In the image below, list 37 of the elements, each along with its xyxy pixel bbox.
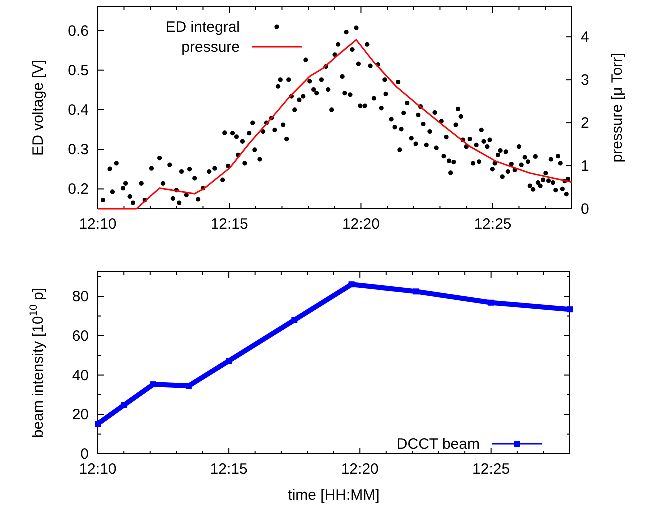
y-tick-label: 40 xyxy=(72,367,89,384)
x-tick-label: 12:15 xyxy=(210,216,248,233)
y-tick-label: 0.3 xyxy=(68,142,89,159)
x-tick-label: 12:10 xyxy=(79,216,117,233)
y-tick-label: 0.2 xyxy=(68,181,89,198)
point xyxy=(348,282,355,288)
legend-label: DCCT beam xyxy=(396,436,480,453)
y-tick-label: 0.4 xyxy=(68,102,89,119)
point xyxy=(186,383,192,390)
x-tick-label: 12:10 xyxy=(79,461,117,478)
y-tick-label: 20 xyxy=(72,406,89,424)
point xyxy=(292,317,298,324)
y2-tick-label: 3 xyxy=(581,72,590,90)
y-tick-label: 0.5 xyxy=(68,62,89,80)
x-tick-label: 12:20 xyxy=(342,216,380,233)
x-axis-title: time [HH:MM] xyxy=(288,487,380,504)
y2-tick-label: 4 xyxy=(581,29,590,46)
point xyxy=(150,382,157,388)
y2-axis-title: pressure [μ Torr] xyxy=(609,53,626,163)
y-axis-title: ED voltage [V] xyxy=(30,60,47,156)
x-tick-label: 12:20 xyxy=(341,461,379,478)
x-tick-label: 12:25 xyxy=(474,216,512,233)
y2-tick-label: 0 xyxy=(581,201,590,218)
y-tick-label: 80 xyxy=(72,288,89,306)
legend-label: pressure xyxy=(182,39,240,56)
y-tick-label: 60 xyxy=(72,328,89,345)
legend-label: ED integral xyxy=(166,19,240,36)
y2-tick-label: 1 xyxy=(581,158,590,176)
x-tick-label: 12:15 xyxy=(210,461,248,478)
y-tick-label: 0.6 xyxy=(68,22,89,40)
point xyxy=(121,402,128,408)
y2-tick-label: 2 xyxy=(581,115,590,132)
y-tick-label: 0 xyxy=(80,446,89,463)
x-tick-label: 12:25 xyxy=(472,461,510,478)
point xyxy=(567,306,573,313)
point xyxy=(95,421,101,428)
point xyxy=(226,358,232,364)
